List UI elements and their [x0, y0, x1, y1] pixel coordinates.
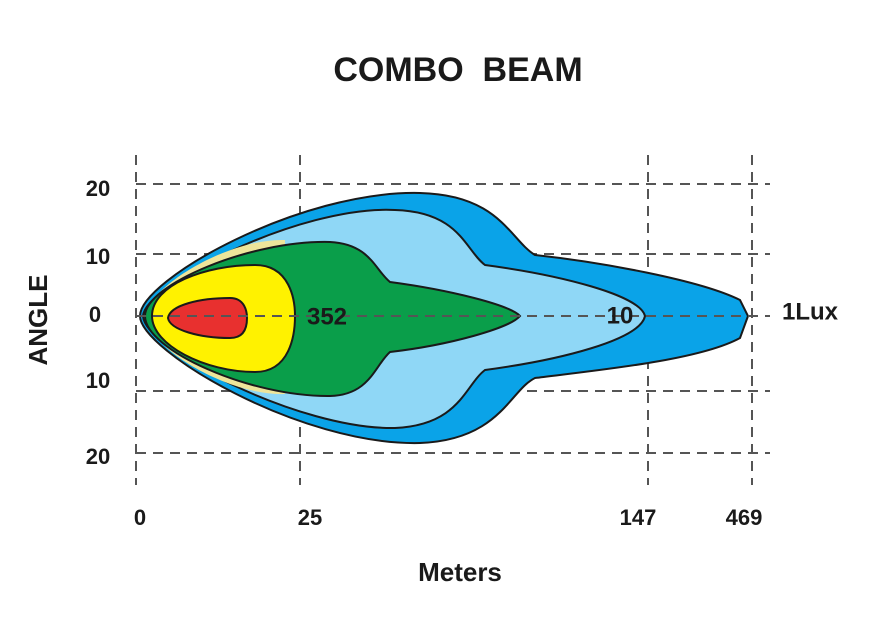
y-tick-label: 10 [86, 244, 110, 269]
zone-red [166, 296, 249, 340]
y-tick-label: 0 [89, 302, 101, 327]
y-tick-label: 10 [86, 368, 110, 393]
x-axis-label: Meters [418, 557, 502, 587]
x-tick-label: 25 [298, 505, 322, 530]
x-tick-label: 147 [620, 505, 657, 530]
y-tick-label: 20 [86, 444, 110, 469]
annotation: 352 [307, 303, 347, 330]
beam-zones [138, 191, 750, 445]
x-tick-label: 469 [726, 505, 763, 530]
x-tick-label: 0 [134, 505, 146, 530]
y-tick-label: 20 [86, 176, 110, 201]
annotation: 1Lux [782, 298, 839, 325]
title: COMBO BEAM [333, 51, 582, 89]
y-axis-label: ANGLE [23, 275, 53, 366]
annotation: 10 [607, 302, 634, 329]
